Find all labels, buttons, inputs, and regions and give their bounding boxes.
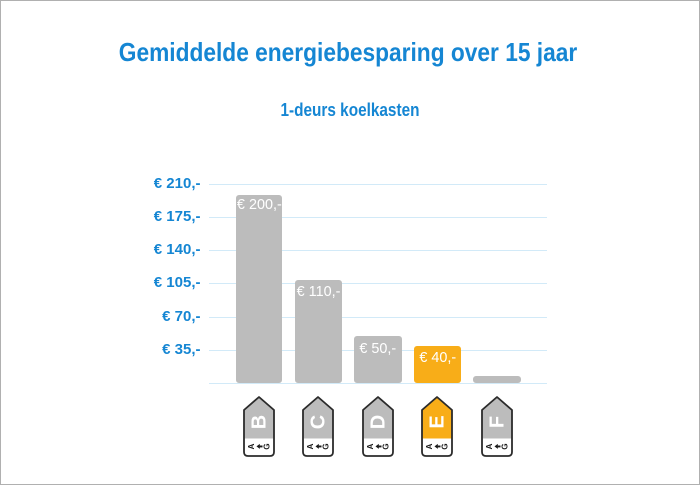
svg-text:G: G: [441, 443, 450, 449]
svg-text:D: D: [367, 414, 389, 428]
svg-text:B: B: [248, 414, 270, 428]
svg-text:E: E: [427, 415, 449, 428]
svg-text:A: A: [366, 443, 375, 449]
svg-text:A: A: [307, 443, 316, 449]
svg-text:G: G: [382, 443, 391, 449]
svg-text:A: A: [426, 443, 435, 449]
svg-text:G: G: [263, 443, 272, 449]
svg-text:C: C: [308, 414, 330, 428]
svg-text:A: A: [485, 443, 494, 449]
svg-text:G: G: [322, 443, 331, 449]
svg-text:A: A: [247, 443, 256, 449]
svg-text:G: G: [501, 443, 510, 449]
svg-text:F: F: [486, 416, 508, 428]
